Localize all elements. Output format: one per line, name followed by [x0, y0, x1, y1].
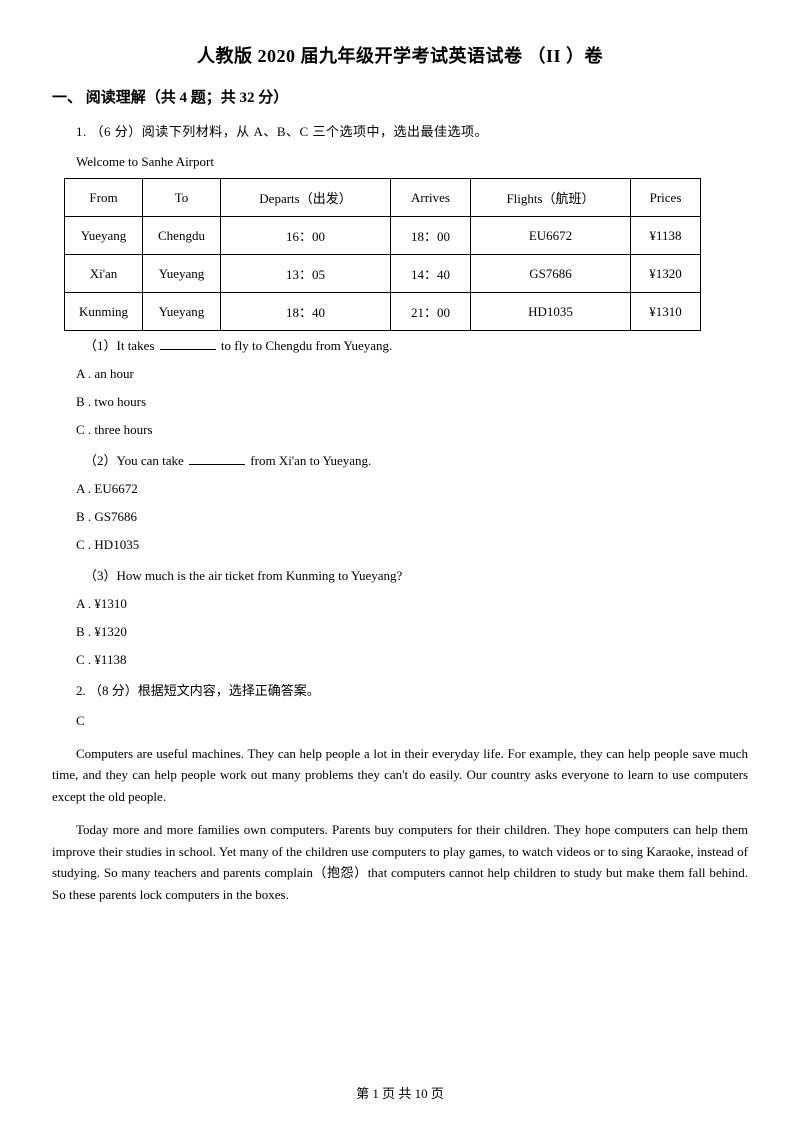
q1-sub1-b: B . two hours [52, 394, 748, 410]
table-cell: Kunming [65, 293, 143, 331]
th-arrives: Arrives [391, 179, 471, 217]
flights-table: From To Departs（出发） Arrives Flights（航班） … [64, 178, 701, 331]
table-cell: ¥1320 [631, 255, 701, 293]
q1-intro: 1. （6 分）阅读下列材料，从 A、B、C 三个选项中，选出最佳选项。 [52, 121, 748, 140]
table-cell: ¥1310 [631, 293, 701, 331]
q1-sub3-c: C . ¥1138 [52, 652, 748, 668]
table-cell: 13：05 [221, 255, 391, 293]
th-departs: Departs（出发） [221, 179, 391, 217]
th-flights: Flights（航班） [471, 179, 631, 217]
table-cell: 14：40 [391, 255, 471, 293]
th-prices: Prices [631, 179, 701, 217]
table-cell: 18：40 [221, 293, 391, 331]
q1-sub3-a: A . ¥1310 [52, 596, 748, 612]
table-cell: 16：00 [221, 217, 391, 255]
q1-sub2-a: A . EU6672 [52, 481, 748, 497]
table-cell: ¥1138 [631, 217, 701, 255]
table-cell: HD1035 [471, 293, 631, 331]
q2-p1: Computers are useful machines. They can … [52, 743, 748, 807]
table-cell: 21：00 [391, 293, 471, 331]
fill-blank [160, 349, 216, 350]
table-cell: Chengdu [143, 217, 221, 255]
table-cell: Yueyang [65, 217, 143, 255]
q1-sub3-b: B . ¥1320 [52, 624, 748, 640]
q2-p2: Today more and more families own compute… [52, 819, 748, 905]
page-title: 人教版 2020 届九年级开学考试英语试卷 （II ）卷 [52, 42, 748, 68]
table-cell: Yueyang [143, 255, 221, 293]
th-from: From [65, 179, 143, 217]
table-cell: Xi'an [65, 255, 143, 293]
q2-letter: C [52, 713, 748, 729]
q1-sub1-a: A . an hour [52, 366, 748, 382]
q1-sub1: （1）It takes to fly to Chengdu from Yueya… [52, 335, 748, 354]
q1-sub2-b: B . GS7686 [52, 509, 748, 525]
table-cell: EU6672 [471, 217, 631, 255]
q1-sub1-c: C . three hours [52, 422, 748, 438]
q1-sub2: （2）You can take from Xi'an to Yueyang. [52, 450, 748, 469]
q1-sub2-c: C . HD1035 [52, 537, 748, 553]
fill-blank [189, 464, 245, 465]
section-header: 一、 阅读理解（共 4 题；共 32 分） [52, 86, 748, 107]
table-cell: Yueyang [143, 293, 221, 331]
q2-intro: 2. （8 分）根据短文内容，选择正确答案。 [52, 680, 748, 699]
q1-sub3: （3）How much is the air ticket from Kunmi… [52, 565, 748, 584]
th-to: To [143, 179, 221, 217]
table-cell: 18：00 [391, 217, 471, 255]
table-cell: GS7686 [471, 255, 631, 293]
page-footer: 第 1 页 共 10 页 [0, 1083, 800, 1102]
q1-welcome: Welcome to Sanhe Airport [52, 154, 748, 170]
